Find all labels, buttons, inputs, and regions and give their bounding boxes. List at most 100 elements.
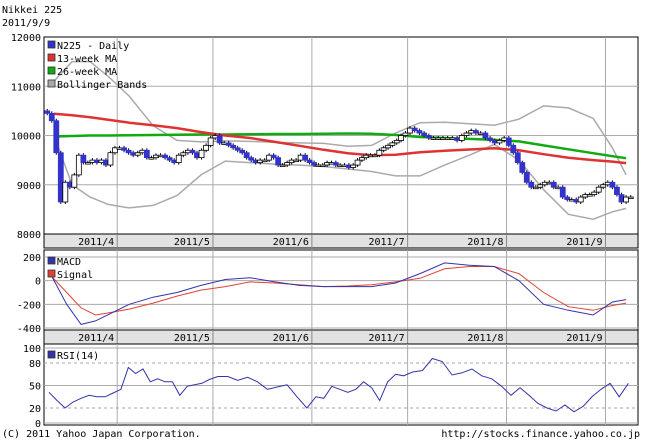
candle	[134, 150, 141, 158]
candle-up	[279, 164, 286, 167]
candle-up	[440, 137, 446, 140]
candle	[537, 182, 544, 190]
candle-up	[207, 137, 214, 146]
candle-down	[311, 162, 317, 166]
y-tick-label: 10000	[11, 132, 41, 143]
candle	[261, 158, 268, 163]
candle-down	[166, 157, 173, 161]
candle	[121, 145, 127, 153]
candle-up	[463, 132, 470, 136]
candle-up	[435, 137, 442, 140]
copyright: (C) 2011 Yahoo Japan Corporation.	[2, 429, 201, 440]
candle-up	[623, 196, 630, 203]
candle	[614, 185, 620, 197]
bollinger-upper-line	[53, 60, 627, 176]
candle-down	[454, 137, 460, 141]
candle	[180, 150, 187, 158]
candle	[80, 153, 87, 165]
candle-down	[275, 157, 282, 166]
y-tick-label: 0	[35, 419, 41, 430]
candle-up	[407, 127, 413, 134]
candle-up	[198, 149, 205, 159]
y-tick-label: 9000	[17, 181, 41, 192]
y-tick-label: 80	[29, 359, 41, 370]
panel-frame	[43, 249, 639, 331]
candle	[421, 131, 428, 138]
candle-up	[586, 194, 593, 197]
candle-down	[189, 149, 196, 154]
candle-up	[350, 164, 357, 168]
candle-up	[402, 132, 409, 136]
candle	[71, 172, 78, 190]
candle-down	[505, 137, 512, 146]
legend-swatch	[47, 269, 56, 278]
candle	[311, 160, 317, 168]
candle	[458, 133, 465, 143]
candle-up	[393, 140, 400, 144]
candle-down	[80, 154, 87, 163]
source-url[interactable]: http://stocks.finance.yahoo.co.jp	[441, 429, 640, 440]
candle	[248, 155, 255, 163]
y-tick-label: 11000	[11, 82, 41, 93]
candle	[473, 128, 479, 136]
candle-down	[609, 181, 616, 188]
candle-down	[53, 120, 60, 154]
candle	[44, 108, 51, 116]
candle-up	[175, 154, 182, 163]
candle	[107, 150, 114, 168]
candle	[609, 180, 616, 190]
date-axis-band	[43, 329, 639, 345]
legend-label: N225 - Daily	[57, 41, 129, 52]
candle-up	[600, 184, 607, 188]
candle	[75, 153, 82, 177]
x-tick-label: 2011/5	[174, 333, 210, 344]
candle-down	[243, 152, 250, 159]
candle-up	[112, 147, 118, 154]
candle-down	[143, 149, 150, 159]
candle	[112, 145, 118, 155]
candle-down	[564, 196, 571, 200]
candle	[234, 145, 241, 153]
candle	[198, 148, 205, 160]
candle-down	[411, 127, 418, 131]
candle-down	[416, 130, 423, 134]
candle-down	[121, 147, 127, 151]
candle	[279, 163, 286, 168]
candle	[143, 148, 150, 160]
candle-up	[148, 157, 155, 160]
candle-up	[468, 130, 475, 134]
y-tick-label: 200	[23, 253, 41, 264]
ma-26-week-line	[53, 132, 627, 160]
legend-item: Bollinger Bands	[47, 79, 147, 91]
candle-down	[487, 137, 493, 141]
candle-down	[421, 132, 428, 136]
x-tick-label: 2011/5	[174, 237, 210, 248]
candle-up	[75, 154, 82, 176]
candle-up	[627, 196, 634, 199]
candle-down	[523, 172, 530, 183]
candle	[270, 153, 277, 160]
x-tick-label: 2011/6	[273, 237, 309, 248]
x-tick-label: 2011/8	[467, 237, 503, 248]
candle-up	[537, 184, 544, 188]
candle-up	[107, 152, 114, 166]
candle	[84, 160, 91, 165]
candle	[577, 195, 584, 204]
candle	[332, 160, 339, 168]
candle	[243, 150, 250, 160]
candle	[354, 158, 361, 168]
date-axis-band	[43, 233, 639, 249]
candle-up	[385, 144, 391, 149]
candle-down	[550, 181, 557, 188]
candle-up	[477, 132, 484, 135]
y-tick-label: -200	[17, 300, 41, 311]
candle-down	[239, 149, 246, 154]
x-tick-label: 2011/9	[566, 237, 602, 248]
candle	[505, 135, 512, 148]
candle-down	[425, 135, 432, 139]
legend-swatch	[47, 53, 56, 62]
x-tick-label: 2011/4	[78, 237, 114, 248]
legend-item: 13-week MA	[47, 53, 117, 65]
candle	[239, 148, 246, 155]
legend-item: RSI(14)	[47, 350, 99, 362]
